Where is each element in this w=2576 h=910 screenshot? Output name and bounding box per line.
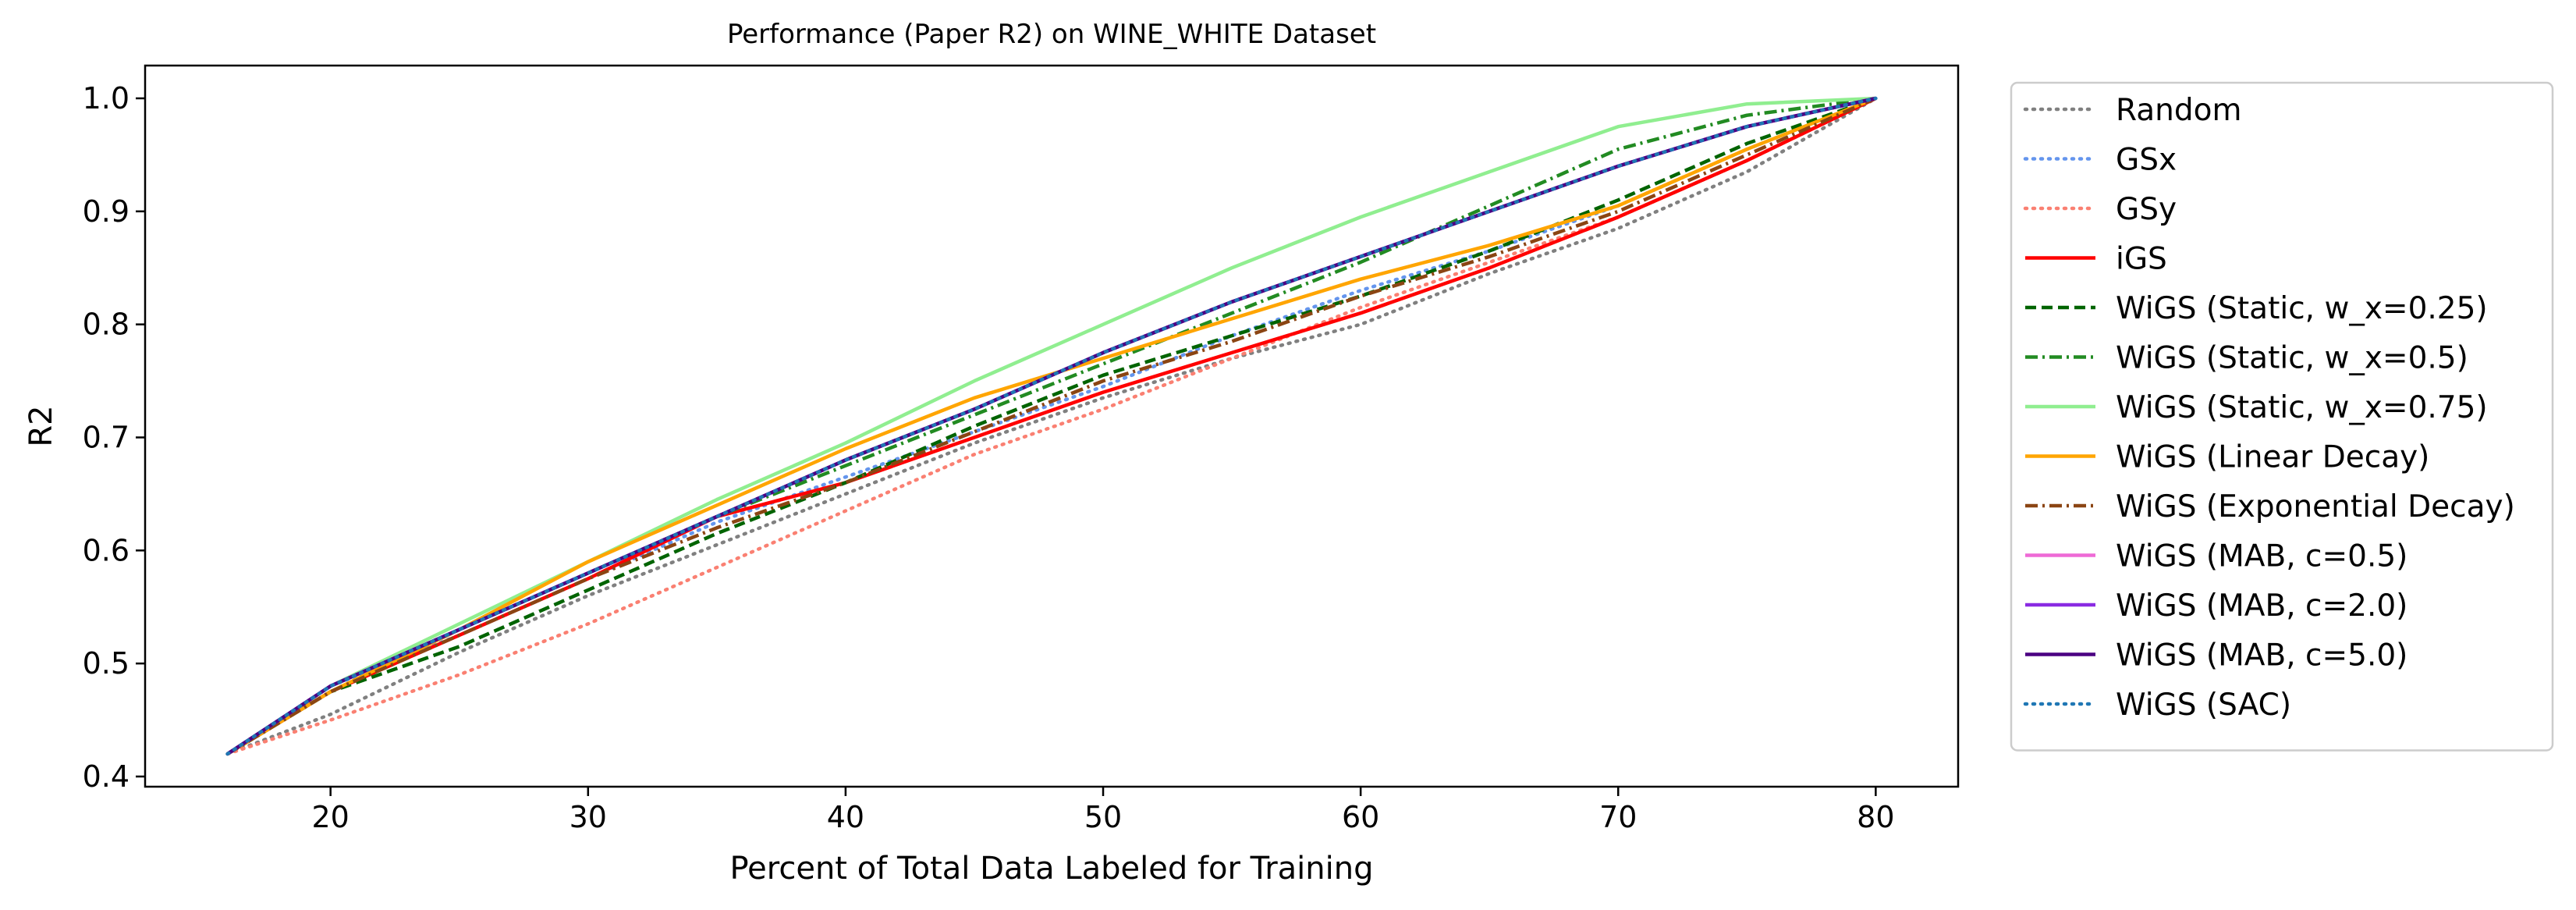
legend-entry: WiGS (Exponential Decay) — [2116, 489, 2515, 524]
legend-entry: GSx — [2116, 143, 2177, 178]
series-line-6 — [226, 96, 1876, 755]
series-line-5 — [226, 96, 1876, 755]
plot-frame — [144, 64, 1960, 788]
legend-entry: WiGS (MAB, c=0.5) — [2116, 539, 2407, 574]
x-tick-label: 70 — [1599, 800, 1637, 834]
x-tick-label: 40 — [827, 800, 864, 834]
legend-entry: WiGS (MAB, c=5.0) — [2116, 638, 2407, 674]
legend-box — [2010, 81, 2554, 752]
series-line-4 — [226, 96, 1877, 755]
y-tick-label: 0.8 — [83, 307, 130, 342]
legend-entry: GSy — [2116, 192, 2177, 227]
legend-entry: WiGS (SAC) — [2116, 688, 2291, 723]
legend-entry: WiGS (MAB, c=2.0) — [2116, 588, 2407, 624]
y-tick-label: 0.6 — [83, 533, 130, 567]
x-tick-label: 30 — [569, 800, 607, 834]
x-tick-label: 20 — [312, 800, 349, 834]
x-tick-label: 60 — [1342, 800, 1379, 834]
legend-entry: iGS — [2116, 242, 2167, 277]
y-tick-label: 0.7 — [83, 420, 130, 454]
chart-title: Performance (Paper R2) on WINE_WHITE Dat… — [727, 19, 1376, 50]
legend-entry: WiGS (Static, w_x=0.75) — [2116, 390, 2488, 425]
series-layer — [225, 96, 1878, 756]
y-axis: 0.4 0.5 0.6 0.7 0.8 0.9 1.0 — [83, 81, 145, 794]
y-tick-label: 1.0 — [83, 81, 130, 116]
y-tick-label: 0.5 — [83, 646, 130, 681]
legend-entry: Random — [2116, 93, 2241, 128]
x-axis: 20 30 40 50 60 70 80 — [312, 787, 1895, 834]
legend-entry: WiGS (Linear Decay) — [2116, 440, 2429, 475]
legend-entry: WiGS (Static, w_x=0.5) — [2116, 341, 2468, 376]
legend-entry: WiGS (Static, w_x=0.25) — [2116, 291, 2488, 326]
y-tick-label: 0.9 — [83, 194, 130, 229]
legend: Random GSx GSy iGS WiGS (Static, w_x=0.25) Wi… — [2010, 81, 2554, 752]
x-axis-label: Percent of Total Data Labeled for Traini… — [729, 851, 1373, 887]
x-tick-label: 50 — [1084, 800, 1122, 834]
series-line-8 — [226, 96, 1877, 755]
series-line-12 — [225, 96, 1878, 756]
series-line-0 — [225, 96, 1878, 756]
x-tick-label: 80 — [1857, 800, 1894, 834]
y-tick-label: 0.4 — [83, 759, 130, 794]
y-axis-label: R2 — [23, 405, 59, 446]
